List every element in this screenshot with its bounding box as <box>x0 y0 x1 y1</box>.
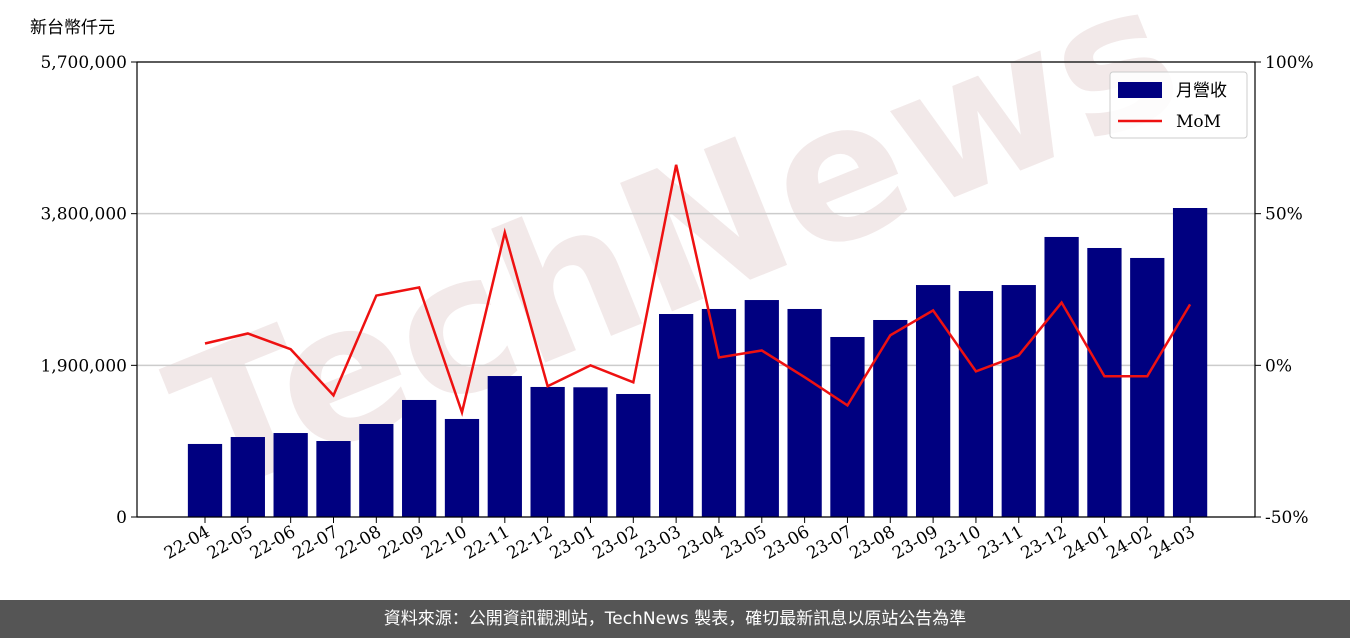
y-tick-label: 5,700,000 <box>40 53 127 73</box>
x-tick-label: 23-04 <box>675 522 727 564</box>
x-tick-label: 22-12 <box>504 522 556 564</box>
y2-tick-label: 50% <box>1265 205 1303 225</box>
bar <box>273 433 308 517</box>
bar <box>658 314 694 517</box>
bar <box>830 336 865 517</box>
x-tick-label: 23-12 <box>1018 522 1070 564</box>
plot-frame <box>136 61 1256 518</box>
x-tick-label: 23-07 <box>804 522 856 564</box>
bar <box>1044 236 1079 517</box>
bar <box>1001 285 1036 517</box>
x-tick-label: 24-03 <box>1146 522 1198 564</box>
bar <box>1130 257 1165 517</box>
bar <box>359 424 394 517</box>
x-tick-label: 23-03 <box>632 522 684 564</box>
y2-tick-label: -50% <box>1265 508 1309 528</box>
x-tick-label: 23-05 <box>718 522 770 564</box>
bar <box>701 308 737 517</box>
x-tick-label: 23-02 <box>589 522 641 564</box>
bar <box>187 443 223 517</box>
bar <box>316 441 351 517</box>
bar <box>873 319 908 517</box>
x-tick-label: 24-01 <box>1060 522 1112 564</box>
x-tick-label: 23-09 <box>889 522 941 564</box>
legend-label: 月營收 <box>1176 81 1227 101</box>
bar <box>487 376 522 517</box>
bar <box>958 291 994 517</box>
bar <box>573 387 608 517</box>
y-tick-label: 0 <box>116 508 127 528</box>
source-note: 資料來源：公開資訊觀測站，TechNews 製表，確切最新訊息以原站公告為準 <box>0 600 1350 638</box>
x-tick-label: 22-04 <box>161 522 213 564</box>
y-axis-label: 新台幣仟元 <box>30 18 115 38</box>
bar <box>530 386 565 517</box>
x-tick-label: 22-07 <box>290 522 342 564</box>
bar <box>787 308 822 517</box>
bar <box>915 285 951 517</box>
legend-label: MoM <box>1176 112 1221 132</box>
bar <box>744 300 779 517</box>
y2-tick-label: 100% <box>1265 53 1314 73</box>
chart: TechNews 新台幣仟元 01,900,0003,800,0005,700,… <box>30 0 1314 564</box>
x-tick-label: 22-08 <box>332 522 384 564</box>
x-tick-label: 23-01 <box>547 522 599 564</box>
y2-tick-label: 0% <box>1265 356 1292 376</box>
bar <box>1172 207 1208 517</box>
line <box>204 164 1192 417</box>
bar <box>1087 247 1122 518</box>
x-tick-label: 23-06 <box>761 522 813 564</box>
bar <box>444 418 480 517</box>
x-tick-label: 24-02 <box>1103 522 1155 564</box>
x-tick-label: 22-11 <box>461 522 513 564</box>
y-tick-label: 1,900,000 <box>40 356 127 376</box>
bar <box>230 437 265 517</box>
bar <box>402 399 437 517</box>
x-tick-label: 23-11 <box>975 522 1027 564</box>
bar <box>616 393 651 517</box>
y-tick-label: 3,800,000 <box>40 205 127 225</box>
x-tick-label: 22-09 <box>375 522 427 564</box>
x-tick-label: 23-08 <box>846 522 898 564</box>
x-tick-label: 23-10 <box>932 522 984 564</box>
legend-swatch <box>1118 82 1162 98</box>
x-tick-label: 22-10 <box>418 522 470 564</box>
